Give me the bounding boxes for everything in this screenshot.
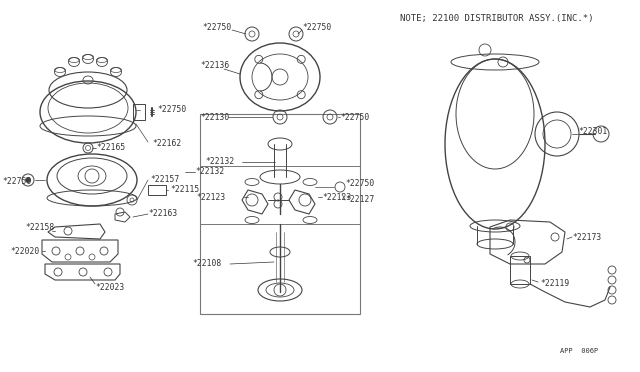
Text: *22173: *22173: [572, 232, 601, 241]
Text: *22750: *22750: [157, 106, 186, 115]
Text: *22750: *22750: [345, 180, 374, 189]
Text: *22127: *22127: [345, 196, 374, 205]
Text: *22020: *22020: [10, 247, 39, 257]
Text: NOTE; 22100 DISTRIBUTOR ASSY.(INC.*): NOTE; 22100 DISTRIBUTOR ASSY.(INC.*): [400, 14, 593, 23]
Text: *22132: *22132: [205, 157, 234, 167]
Text: *22165: *22165: [96, 144, 125, 153]
Text: *22301: *22301: [578, 128, 607, 137]
Text: *22750: *22750: [340, 112, 369, 122]
Text: *22136: *22136: [200, 61, 229, 70]
Bar: [510, 256, 530, 284]
Text: *22123: *22123: [196, 192, 225, 202]
Text: *22123: *22123: [322, 192, 351, 202]
Text: *22157: *22157: [150, 176, 179, 185]
Text: *22023: *22023: [95, 282, 124, 292]
Bar: [200, 114, 360, 314]
Bar: [200, 166, 360, 224]
Text: *22162: *22162: [152, 140, 181, 148]
Bar: [133, 104, 145, 120]
Text: *22119: *22119: [540, 279, 569, 289]
Text: *22750: *22750: [2, 177, 31, 186]
Text: *22750: *22750: [203, 22, 232, 32]
Text: *22108: *22108: [192, 260, 221, 269]
Text: *22132: *22132: [195, 167, 224, 176]
Text: *22750: *22750: [302, 22, 332, 32]
Text: *22130: *22130: [200, 112, 229, 122]
Circle shape: [26, 177, 31, 183]
Text: *22158: *22158: [25, 222, 54, 231]
Bar: [148, 185, 166, 195]
Text: *22115: *22115: [170, 186, 199, 195]
Text: APP  006P: APP 006P: [560, 348, 598, 354]
Text: *22163: *22163: [148, 209, 177, 218]
